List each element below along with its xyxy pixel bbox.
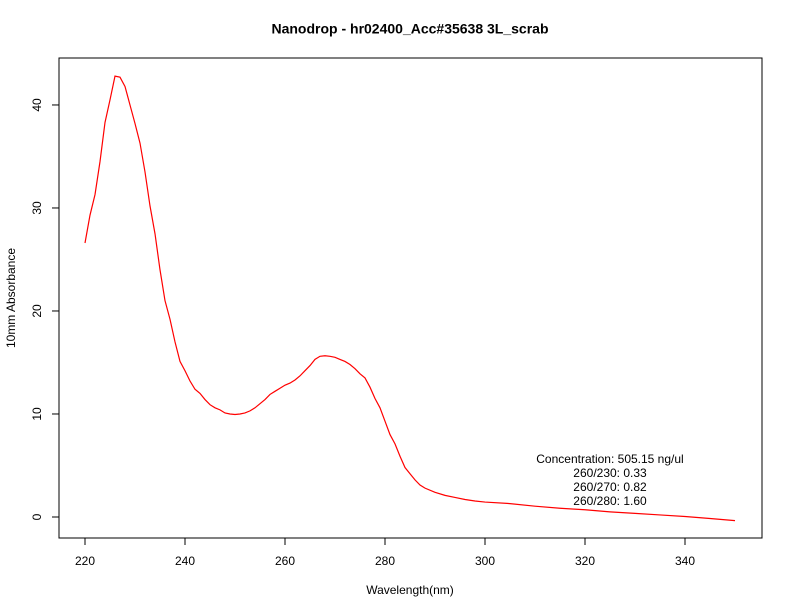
x-tick-label: 240: [175, 554, 195, 568]
y-tick-label: 40: [30, 98, 44, 112]
x-tick-label: 320: [575, 554, 595, 568]
annotation: 260/230: 0.33: [573, 466, 647, 480]
y-tick-label: 10: [30, 407, 44, 421]
x-tick-label: 220: [75, 554, 95, 568]
y-tick-label: 30: [30, 201, 44, 215]
annotation: Concentration: 505.15 ng/ul: [536, 452, 683, 466]
data-line: [84, 75, 736, 522]
x-tick-label: 300: [475, 554, 495, 568]
annotation: 260/270: 0.82: [573, 480, 647, 494]
x-tick-label: 260: [275, 554, 295, 568]
x-axis-label: Wavelength(nm): [366, 583, 454, 597]
y-tick-label: 20: [30, 304, 44, 318]
annotation: 260/280: 1.60: [573, 494, 647, 508]
y-axis-label: 10mm Absorbance: [4, 248, 18, 348]
x-tick-label: 340: [675, 554, 695, 568]
x-tick-label: 280: [375, 554, 395, 568]
y-tick-label: 0: [30, 513, 44, 520]
chart-title: Nanodrop - hr02400_Acc#35638 3L_scrab: [271, 21, 548, 37]
